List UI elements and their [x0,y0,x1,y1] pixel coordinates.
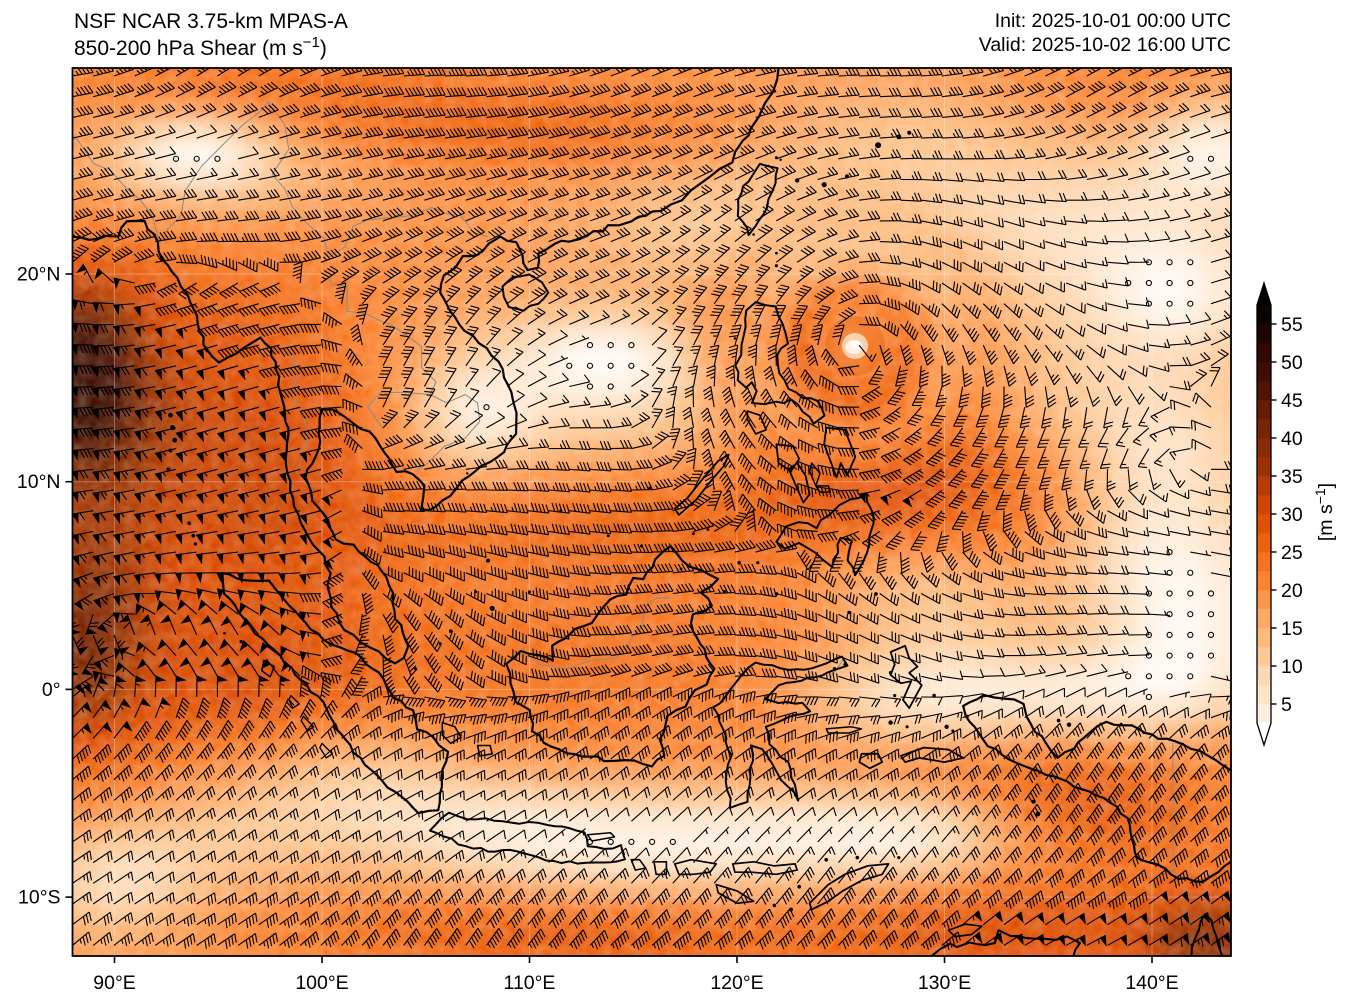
svg-text:5: 5 [1281,694,1292,716]
svg-text:15: 15 [1281,618,1303,640]
svg-text:25: 25 [1281,542,1303,564]
svg-text:10: 10 [1281,656,1303,678]
svg-text:50: 50 [1281,352,1303,374]
svg-text:35: 35 [1281,466,1303,488]
svg-text:0°: 0° [42,679,61,701]
svg-text:40: 40 [1281,428,1303,450]
svg-text:10°S: 10°S [18,887,61,909]
svg-text:850-200 hPa Shear (m s−1): 850-200 hPa Shear (m s−1) [74,34,327,60]
svg-text:NSF NCAR 3.75-km MPAS-A: NSF NCAR 3.75-km MPAS-A [74,10,348,33]
svg-text:Valid: 2025-10-02 16:00 UTC: Valid: 2025-10-02 16:00 UTC [979,34,1231,56]
svg-text:55: 55 [1281,314,1303,336]
svg-text:Init: 2025-10-01 00:00 UTC: Init: 2025-10-01 00:00 UTC [995,10,1231,32]
svg-text:90°E: 90°E [93,972,136,994]
svg-text:10°N: 10°N [17,471,61,493]
svg-text:110°E: 110°E [504,972,556,994]
svg-text:45: 45 [1281,390,1303,412]
svg-text:140°E: 140°E [1125,972,1178,994]
svg-text:130°E: 130°E [918,972,971,994]
svg-text:20°N: 20°N [17,264,61,286]
svg-text:20: 20 [1281,580,1303,602]
svg-text:120°E: 120°E [710,972,763,994]
svg-text:100°E: 100°E [295,972,348,994]
svg-text:30: 30 [1281,504,1303,526]
